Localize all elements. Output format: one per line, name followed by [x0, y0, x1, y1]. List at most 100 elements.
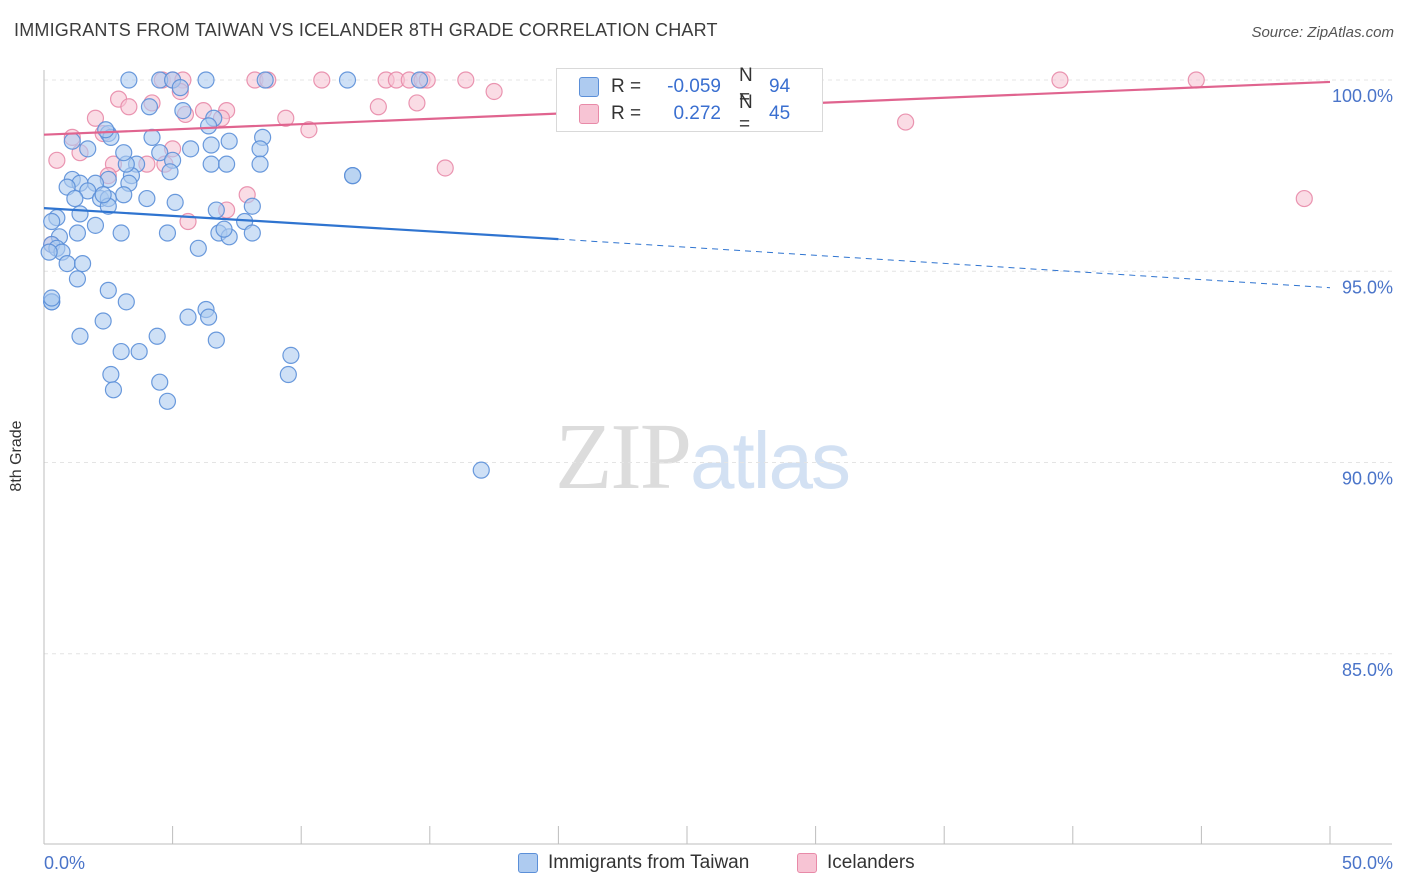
taiwan-trend-extension [558, 238, 1331, 289]
taiwan-point [40, 243, 58, 261]
icelanders-point [897, 113, 915, 131]
watermark: ZIPatlas [555, 402, 851, 511]
taiwan-point [472, 461, 490, 479]
taiwan-point [179, 308, 197, 326]
taiwan-point [71, 205, 89, 223]
taiwan-point [117, 293, 135, 311]
taiwan-point [102, 365, 120, 384]
tick-labels: 85.0% 90.0% 95.0% 100.0% 0.0% 50.0% [44, 86, 1393, 873]
x-tick-label-max: 50.0% [1342, 853, 1393, 873]
taiwan-point [151, 144, 169, 162]
taiwan-points [40, 71, 490, 479]
series-label-icelanders: Icelanders [827, 852, 915, 873]
taiwan-point [338, 71, 357, 89]
taiwan-point [68, 224, 87, 242]
taiwan-point [143, 128, 161, 146]
taiwan-point [182, 140, 200, 158]
taiwan-point [94, 312, 112, 330]
taiwan-point [243, 197, 261, 215]
taiwan-point [220, 132, 238, 150]
taiwan-point [58, 255, 76, 273]
taiwan-point [73, 255, 92, 273]
legend-n-label: N = [739, 92, 753, 135]
legend-n-value-taiwan: 94 [769, 76, 791, 97]
taiwan-point [207, 201, 225, 219]
taiwan-point [200, 308, 218, 326]
taiwan-point [151, 373, 169, 391]
series-swatch-taiwan [518, 853, 538, 873]
taiwan-point [202, 136, 220, 154]
taiwan-point [138, 189, 156, 208]
icelanders-point [313, 71, 331, 89]
series-legend-taiwan[interactable]: Immigrants from Taiwan [518, 852, 749, 874]
taiwan-point [243, 224, 261, 242]
legend-n-label: N = [739, 65, 753, 108]
taiwan-point [79, 140, 97, 158]
icelanders-point [1295, 189, 1313, 208]
legend-row-taiwan: R = -0.059 N = 94 [579, 65, 791, 108]
legend-r-label: R = [611, 76, 642, 97]
taiwan-point [251, 140, 269, 158]
series-label-taiwan: Immigrants from Taiwan [548, 852, 750, 873]
legend-row-icelanders: R = 0.272 N = 45 [579, 92, 791, 135]
taiwan-point [66, 189, 84, 208]
legend-n-value-icelanders: 45 [769, 103, 791, 124]
watermark-zip: ZIP [555, 405, 692, 509]
taiwan-point [171, 79, 189, 97]
icelanders-point [1187, 71, 1205, 89]
legend-swatch-icelanders [579, 104, 599, 124]
taiwan-point [158, 224, 177, 242]
grid-lines [44, 79, 1392, 655]
taiwan-point [63, 132, 81, 150]
series-legend-icelanders[interactable]: Icelanders [797, 852, 915, 874]
icelanders-point [457, 71, 475, 89]
series-swatch-icelanders [797, 853, 817, 873]
taiwan-point [202, 155, 220, 173]
icelanders-point [408, 94, 426, 112]
taiwan-point [130, 342, 148, 361]
taiwan-point [189, 239, 207, 257]
icelanders-point [300, 121, 318, 139]
taiwan-point [256, 71, 274, 89]
y-tick-label: 90.0% [1342, 469, 1393, 489]
taiwan-point [215, 220, 233, 238]
taiwan-point [166, 193, 184, 211]
icelanders-point [48, 151, 66, 169]
taiwan-point [115, 144, 133, 162]
chart-title: IMMIGRANTS FROM TAIWAN VS ICELANDER 8TH … [14, 20, 718, 40]
axes [43, 70, 1392, 845]
icelanders-point [1051, 71, 1069, 89]
x-tick-label-min: 0.0% [44, 853, 85, 873]
correlation-legend: R = -0.059 N = 94 R = 0.272 N = 45 [556, 65, 823, 135]
icelanders-point [86, 109, 105, 127]
icelanders-point [485, 82, 503, 101]
y-tick-label: 100.0% [1332, 86, 1393, 106]
taiwan-point [71, 327, 89, 345]
taiwan-point [207, 331, 225, 349]
taiwan-point [251, 155, 269, 173]
taiwan-point [174, 101, 192, 120]
taiwan-point [112, 342, 130, 361]
taiwan-point [43, 289, 61, 307]
taiwan-point [112, 224, 130, 242]
watermark-atlas: atlas [690, 416, 851, 505]
taiwan-point [200, 117, 218, 135]
legend-r-value-taiwan: -0.059 [667, 76, 721, 97]
icelanders-point [436, 159, 454, 177]
taiwan-point [410, 71, 429, 89]
legend-r-label: R = [611, 103, 642, 124]
taiwan-point [86, 216, 105, 234]
icelanders-point [120, 98, 138, 116]
source-label: Source: ZipAtlas.com [1251, 24, 1394, 41]
taiwan-point [97, 121, 115, 139]
taiwan-point [120, 71, 138, 89]
taiwan-point [99, 281, 117, 299]
taiwan-point [279, 365, 297, 384]
y-tick-label: 95.0% [1342, 277, 1393, 297]
legend-swatch-taiwan [579, 77, 599, 97]
taiwan-point [161, 163, 179, 181]
taiwan-trend-line [43, 207, 559, 241]
y-tick-label: 85.0% [1342, 660, 1393, 680]
taiwan-point [197, 71, 215, 89]
